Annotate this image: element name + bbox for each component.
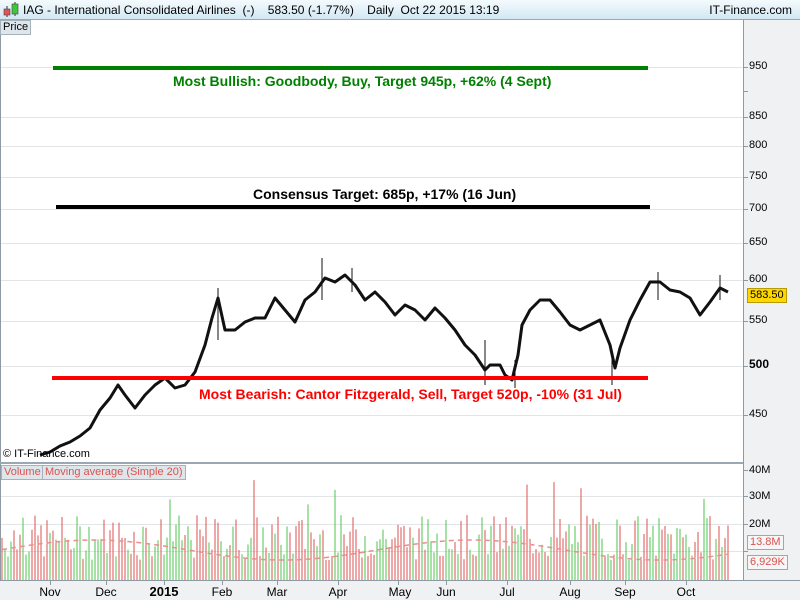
axis-tick <box>743 366 748 367</box>
axis-tick <box>222 581 223 585</box>
axis-tick <box>507 581 508 585</box>
x-label-jun: Jun <box>436 585 456 599</box>
axis-tick <box>106 581 107 585</box>
x-label-nov: Nov <box>39 585 61 599</box>
bearish-target-line <box>52 376 648 380</box>
brand-link[interactable]: IT-Finance.com <box>709 3 792 17</box>
y-label-700: 700 <box>749 202 768 214</box>
x-label-apr: Apr <box>328 585 348 599</box>
consensus-target-line <box>56 205 650 209</box>
bullish-annotation: Most Bullish: Goodbody, Buy, Target 945p… <box>173 73 552 89</box>
last-price-tag: 583.50 <box>747 288 787 303</box>
bullish-target-line <box>53 66 648 70</box>
gridline <box>1 280 743 281</box>
candlestick-logo-icon <box>3 2 19 17</box>
axis-tick <box>743 243 748 244</box>
pane-divider[interactable] <box>0 462 743 464</box>
axis-tick <box>743 146 748 147</box>
axis-tick <box>743 496 748 497</box>
axis-tick <box>570 581 571 585</box>
axis-tick <box>743 415 748 416</box>
axis-tick <box>743 67 748 68</box>
time-axis[interactable]: Nov Dec 2015 Feb Mar Apr May Jun Jul Aug… <box>0 580 800 600</box>
gridline <box>1 243 743 244</box>
y-label-950: 950 <box>749 60 768 72</box>
axis-tick <box>50 581 51 585</box>
axis-tick <box>277 581 278 585</box>
axis-tick <box>398 581 399 585</box>
x-label-jul: Jul <box>499 585 515 599</box>
ma-value-tag: 13.8M <box>747 535 784 550</box>
x-label-aug: Aug <box>559 585 581 599</box>
axis-tick <box>743 177 748 178</box>
y-label-650: 650 <box>749 236 768 248</box>
axis-tick <box>164 581 165 585</box>
gridline <box>1 117 743 118</box>
axis-tick <box>446 581 447 585</box>
x-label-2015: 2015 <box>149 584 179 599</box>
y-label-550: 550 <box>749 314 768 326</box>
y-label-750: 750 <box>749 170 768 182</box>
axis-tick <box>686 581 687 585</box>
axis-tick <box>743 117 748 118</box>
x-label-may: May <box>388 585 412 599</box>
x-label-mar: Mar <box>266 585 288 599</box>
gridline <box>1 146 743 147</box>
gridline <box>1 366 743 367</box>
x-label-feb: Feb <box>211 585 233 599</box>
y-label-850: 850 <box>749 110 768 122</box>
axis-tick <box>743 470 748 471</box>
gridline <box>1 524 743 525</box>
copyright-text: © IT-Finance.com <box>3 448 90 460</box>
vol-label-30m: 30M <box>749 490 771 502</box>
y-label-800: 800 <box>749 139 768 151</box>
y-label-600: 600 <box>749 273 768 285</box>
vol-label-20m: 20M <box>749 518 771 530</box>
axis-tick <box>625 581 626 585</box>
gridline <box>1 415 743 416</box>
bearish-annotation: Most Bearish: Cantor Fitzgerald, Sell, T… <box>199 386 622 402</box>
volume-bars <box>1 480 729 580</box>
x-label-oct: Oct <box>676 585 696 599</box>
price-pane-label[interactable]: Price <box>0 20 32 35</box>
x-label-sep: Sep <box>614 585 636 599</box>
axis-tick <box>743 280 748 281</box>
volume-pane-label[interactable]: Volume <box>1 465 44 480</box>
axis-tick <box>743 209 748 210</box>
gridline <box>1 496 743 497</box>
axis-tick <box>743 91 748 92</box>
consensus-annotation: Consensus Target: 685p, +17% (16 Jun) <box>253 186 517 202</box>
gridline <box>1 321 743 322</box>
y-label-500: 500 <box>749 357 770 371</box>
last-volume-tag: 6,929K <box>747 555 788 570</box>
chart-title-bar: IAG - International Consolidated Airline… <box>0 0 800 20</box>
axis-tick <box>338 581 339 585</box>
axis-tick <box>743 551 748 552</box>
vol-label-40m: 40M <box>749 464 771 476</box>
gridline <box>1 177 743 178</box>
price-pane[interactable] <box>0 20 743 462</box>
chart-title: IAG - International Consolidated Airline… <box>23 3 500 17</box>
axis-tick <box>743 524 748 525</box>
y-label-450: 450 <box>749 408 768 420</box>
axis-tick <box>743 321 748 322</box>
x-label-dec: Dec <box>95 585 117 599</box>
ma-pane-label[interactable]: Moving average (Simple 20) <box>42 465 186 480</box>
gridline <box>1 209 743 210</box>
